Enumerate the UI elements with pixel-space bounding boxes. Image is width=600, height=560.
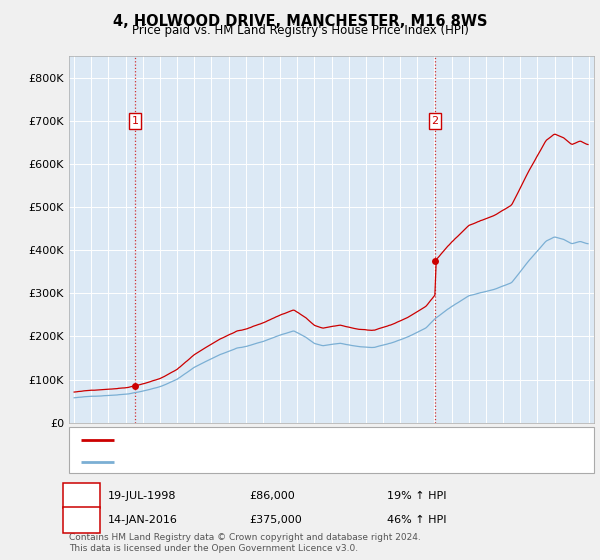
Text: 4, HOLWOOD DRIVE, MANCHESTER, M16 8WS (detached house): 4, HOLWOOD DRIVE, MANCHESTER, M16 8WS (d… [120, 435, 452, 445]
Text: Contains HM Land Registry data © Crown copyright and database right 2024.
This d: Contains HM Land Registry data © Crown c… [69, 533, 421, 553]
Text: 19-JUL-1998: 19-JUL-1998 [108, 491, 176, 501]
Text: 14-JAN-2016: 14-JAN-2016 [108, 515, 178, 525]
Text: £86,000: £86,000 [249, 491, 295, 501]
Text: £375,000: £375,000 [249, 515, 302, 525]
Text: 19% ↑ HPI: 19% ↑ HPI [387, 491, 446, 501]
Text: 1: 1 [78, 491, 85, 501]
Text: 4, HOLWOOD DRIVE, MANCHESTER, M16 8WS: 4, HOLWOOD DRIVE, MANCHESTER, M16 8WS [113, 14, 487, 29]
Text: HPI: Average price, detached house, Manchester: HPI: Average price, detached house, Manc… [120, 457, 374, 466]
Text: 1: 1 [131, 116, 139, 126]
Text: Price paid vs. HM Land Registry's House Price Index (HPI): Price paid vs. HM Land Registry's House … [131, 24, 469, 37]
Text: 2: 2 [78, 515, 85, 525]
Text: 2: 2 [431, 116, 439, 126]
Text: 46% ↑ HPI: 46% ↑ HPI [387, 515, 446, 525]
